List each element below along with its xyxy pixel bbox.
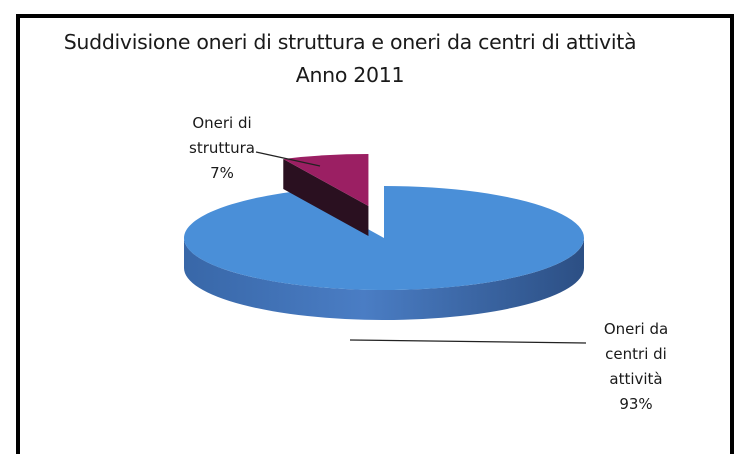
leader-oneri-da-centri (349, 339, 587, 344)
label-oneri-da-centri: Oneri da centri di attività 93% (604, 320, 668, 413)
leader-oneri-di-struttura (255, 151, 321, 167)
slice-side-oneri-da-centri (184, 238, 584, 320)
label-oneri-di-struttura: Oneri di struttura 7% (189, 114, 255, 182)
slice-oneri-da-centri (183, 186, 584, 290)
slice-oneri-di-struttura (283, 154, 369, 206)
pie-chart: Oneri di struttura 7% Oneri da centri di atti… (183, 114, 668, 413)
slice-cut-oneri-di-struttura (283, 158, 369, 236)
chart-title: Suddivisione oneri di struttura e oneri … (63, 30, 637, 87)
